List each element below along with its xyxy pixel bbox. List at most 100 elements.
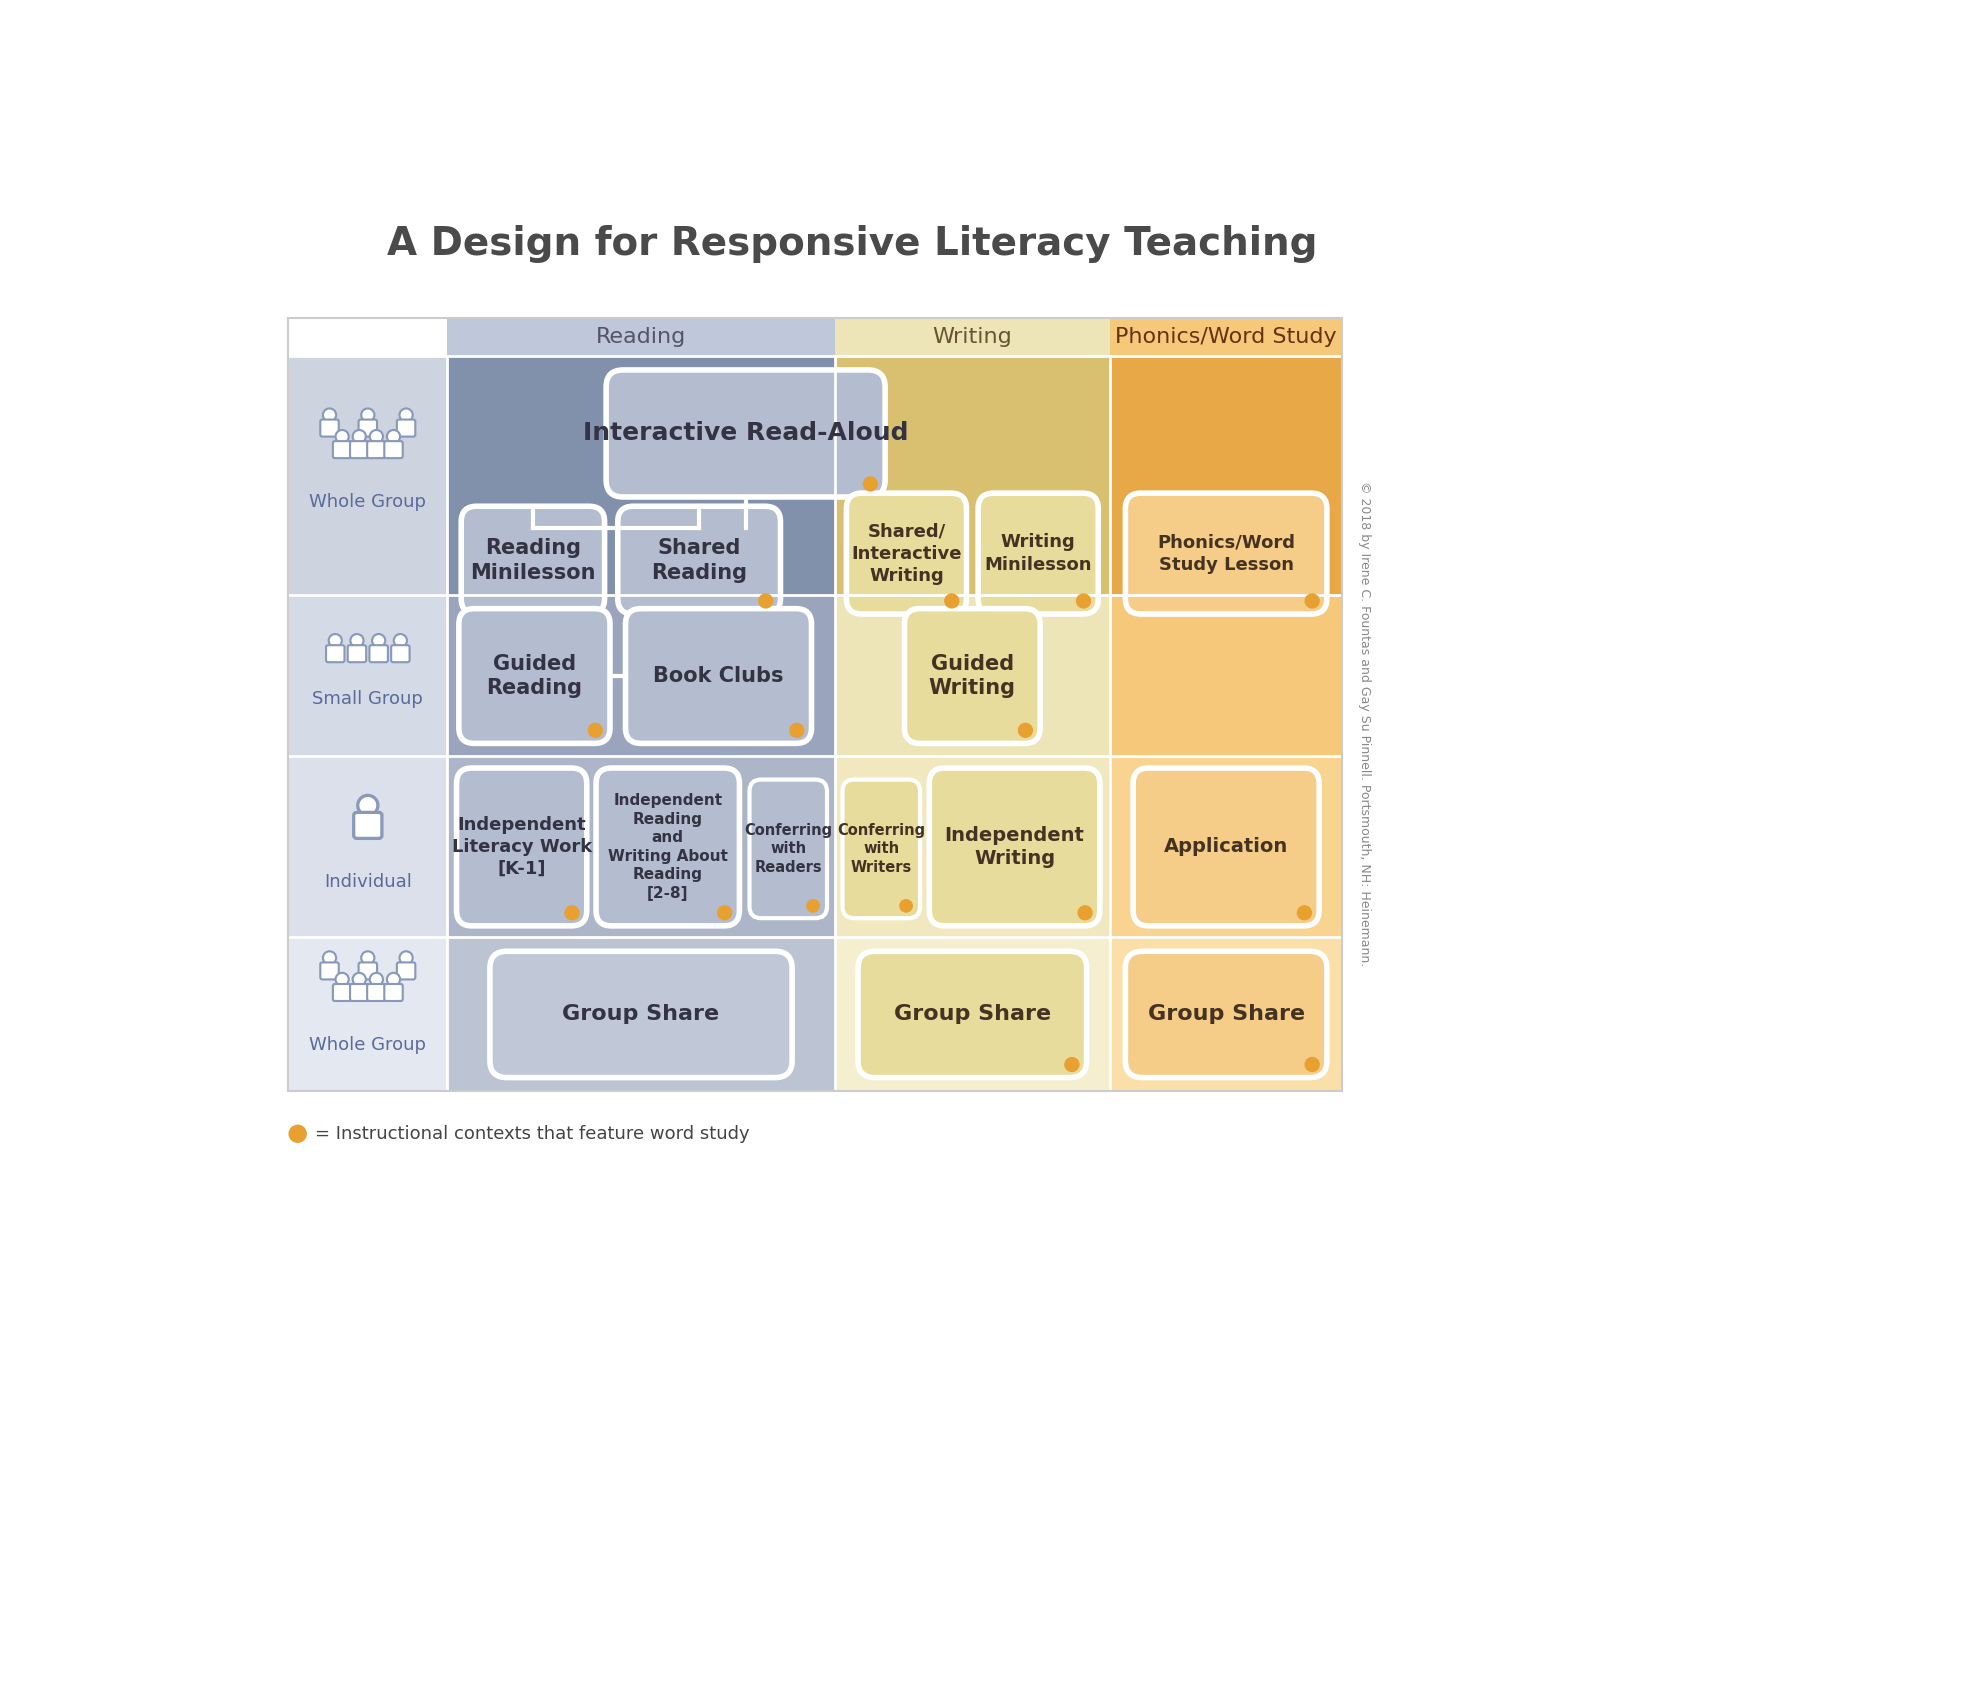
FancyBboxPatch shape [606,370,885,497]
Text: Small Group: Small Group [313,690,423,707]
Circle shape [322,951,336,965]
Circle shape [759,594,773,608]
FancyBboxPatch shape [930,768,1099,926]
FancyBboxPatch shape [847,493,967,615]
Text: Conferring
with
Writers: Conferring with Writers [838,823,926,876]
Circle shape [1066,1058,1079,1071]
FancyBboxPatch shape [370,645,387,662]
Text: Shared
Reading: Shared Reading [651,537,747,583]
Circle shape [588,724,602,738]
Bar [836,355,1111,594]
Circle shape [863,477,877,490]
FancyBboxPatch shape [857,951,1087,1078]
FancyBboxPatch shape [1125,493,1327,615]
FancyBboxPatch shape [979,493,1099,615]
Circle shape [1305,1058,1319,1071]
FancyBboxPatch shape [456,768,586,926]
FancyBboxPatch shape [368,983,385,1000]
Bar [289,355,446,594]
Circle shape [1305,594,1319,608]
Bar [1111,756,1343,938]
Circle shape [1018,724,1032,738]
FancyBboxPatch shape [350,441,368,458]
FancyBboxPatch shape [350,983,368,1000]
Circle shape [718,906,731,919]
FancyBboxPatch shape [332,441,352,458]
FancyBboxPatch shape [320,963,338,980]
Bar [1111,594,1343,756]
Circle shape [900,899,912,913]
FancyBboxPatch shape [397,963,415,980]
Circle shape [336,973,348,985]
FancyBboxPatch shape [354,812,381,839]
Circle shape [1077,906,1091,919]
Text: Reading: Reading [596,327,686,347]
FancyBboxPatch shape [490,951,792,1078]
FancyBboxPatch shape [617,507,781,615]
Circle shape [806,899,820,913]
Text: Reading
Minilesson: Reading Minilesson [470,537,596,583]
Bar [836,938,1111,1091]
FancyBboxPatch shape [383,983,403,1000]
Circle shape [370,973,383,985]
Text: A Design for Responsive Literacy Teaching: A Design for Responsive Literacy Teachin… [387,226,1317,263]
FancyBboxPatch shape [368,441,385,458]
FancyBboxPatch shape [749,780,828,918]
Circle shape [370,429,383,443]
Text: Interactive Read-Aloud: Interactive Read-Aloud [582,421,908,446]
FancyBboxPatch shape [1125,951,1327,1078]
Text: Whole Group: Whole Group [309,493,427,512]
Bar [446,318,836,355]
Circle shape [790,724,804,738]
Text: Book Clubs: Book Clubs [653,665,784,685]
Bar [289,938,446,1091]
Bar [446,594,836,756]
Text: = Instructional contexts that feature word study: = Instructional contexts that feature wo… [315,1125,749,1143]
FancyBboxPatch shape [843,780,920,918]
Circle shape [399,409,413,421]
Circle shape [564,906,580,919]
Text: © 2018 by Irene C. Fountas and Gay Su Pinnell. Portsmouth, NH: Heinemann.: © 2018 by Irene C. Fountas and Gay Su Pi… [1359,482,1370,967]
FancyBboxPatch shape [383,441,403,458]
FancyBboxPatch shape [332,983,352,1000]
Bar [836,594,1111,756]
Bar [836,318,1111,355]
Text: Whole Group: Whole Group [309,1036,427,1054]
Bar [289,756,446,938]
Circle shape [352,429,366,443]
Circle shape [362,409,374,421]
FancyBboxPatch shape [358,419,377,436]
Text: Conferring
with
Readers: Conferring with Readers [745,823,832,876]
Text: Writing: Writing [932,327,1012,347]
Text: Group Share: Group Share [1148,1004,1305,1024]
FancyBboxPatch shape [904,608,1040,743]
Circle shape [387,429,401,443]
Circle shape [387,973,401,985]
Bar [1111,318,1343,355]
Circle shape [372,635,385,647]
Circle shape [1077,594,1091,608]
FancyBboxPatch shape [462,507,606,615]
Text: Guided
Writing: Guided Writing [928,653,1016,699]
Text: Independent
Literacy Work
[K-1]: Independent Literacy Work [K-1] [452,815,592,877]
Circle shape [336,429,348,443]
Circle shape [393,635,407,647]
Bar [1111,938,1343,1091]
Text: Application: Application [1164,837,1288,857]
Text: Group Share: Group Share [562,1004,720,1024]
FancyBboxPatch shape [397,419,415,436]
FancyBboxPatch shape [458,608,609,743]
FancyBboxPatch shape [1132,768,1319,926]
FancyBboxPatch shape [596,768,739,926]
Circle shape [362,951,374,965]
Circle shape [352,973,366,985]
FancyBboxPatch shape [320,419,338,436]
Bar [446,938,836,1091]
Text: Writing
Minilesson: Writing Minilesson [985,534,1091,574]
Bar [446,355,836,594]
Text: Independent
Reading
and
Writing About
Reading
[2-8]: Independent Reading and Writing About Re… [607,793,727,901]
FancyBboxPatch shape [326,645,344,662]
Circle shape [328,635,342,647]
FancyBboxPatch shape [358,963,377,980]
Text: Group Share: Group Share [895,1004,1052,1024]
